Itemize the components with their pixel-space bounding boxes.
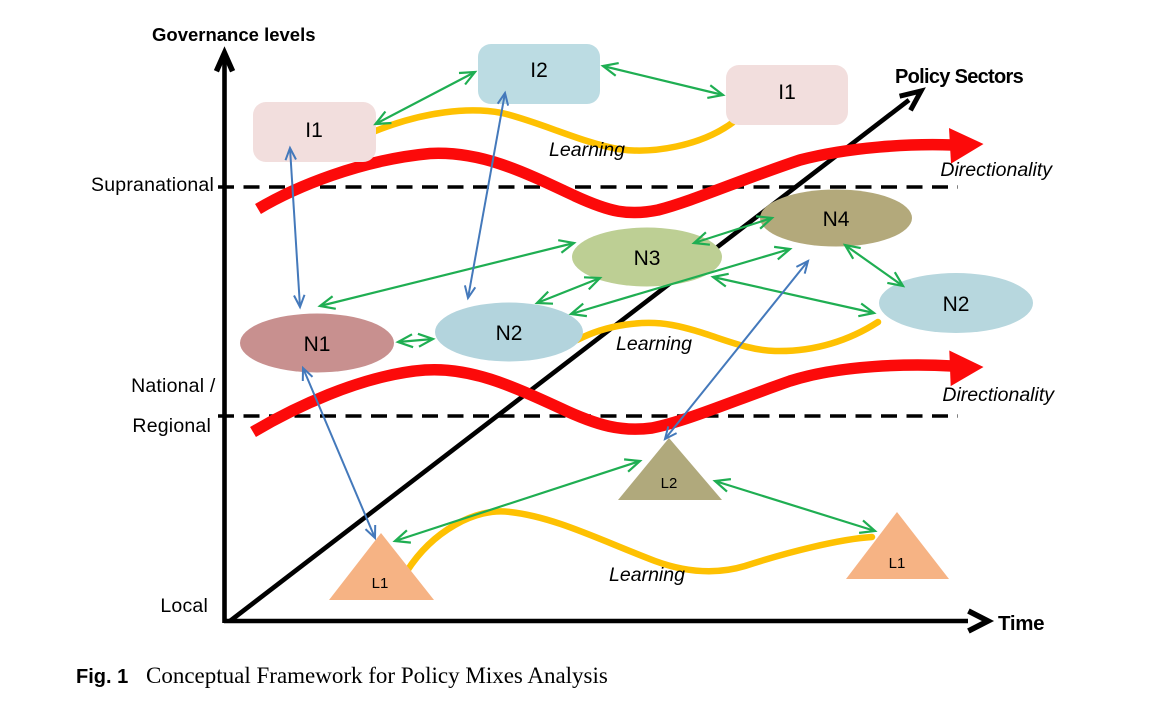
svg-text:L1: L1 [372, 575, 389, 592]
svg-text:Directionality: Directionality [940, 159, 1053, 181]
svg-text:Learning: Learning [549, 139, 625, 161]
svg-text:Policy Sectors: Policy Sectors [895, 66, 1024, 88]
svg-text:Conceptual Framework for Polic: Conceptual Framework for Policy Mixes An… [146, 663, 608, 688]
svg-text:N1: N1 [304, 333, 331, 356]
svg-text:Learning: Learning [616, 333, 692, 355]
svg-text:N2: N2 [496, 322, 523, 345]
svg-text:I1: I1 [778, 81, 796, 104]
svg-text:Local: Local [160, 595, 208, 617]
svg-text:Directionality: Directionality [942, 384, 1055, 406]
svg-text:Time: Time [998, 612, 1044, 635]
svg-text:Fig. 1: Fig. 1 [76, 666, 128, 688]
svg-text:Governance levels: Governance levels [152, 24, 316, 45]
svg-text:Learning: Learning [609, 564, 685, 586]
svg-text:Supranational: Supranational [91, 174, 214, 196]
svg-text:I2: I2 [530, 59, 548, 82]
svg-text:N4: N4 [823, 208, 850, 231]
svg-text:Regional: Regional [132, 415, 211, 437]
svg-text:N3: N3 [634, 247, 661, 270]
svg-text:N2: N2 [943, 293, 970, 316]
svg-text:I1: I1 [305, 119, 323, 142]
svg-text:L1: L1 [889, 555, 906, 572]
svg-text:National /: National / [131, 375, 216, 397]
svg-text:L2: L2 [661, 475, 678, 492]
